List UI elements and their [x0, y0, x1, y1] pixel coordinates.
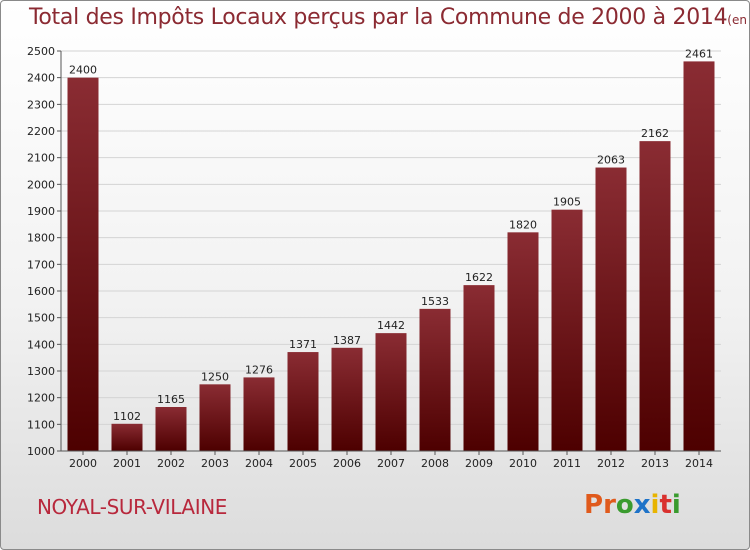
x-tick-label: 2014 — [685, 457, 713, 470]
data-label: 1276 — [245, 363, 273, 376]
title-text: Total des Impôts Locaux perçus par la Co… — [29, 5, 728, 30]
y-tick-label: 1400 — [27, 338, 55, 351]
chart-title: Total des Impôts Locaux perçus par la Co… — [29, 5, 749, 30]
y-tick-label: 1700 — [27, 258, 55, 271]
x-tick-label: 2007 — [377, 457, 405, 470]
x-tick-label: 2006 — [333, 457, 361, 470]
x-tick-label: 2008 — [421, 457, 449, 470]
y-tick-label: 1100 — [27, 418, 55, 431]
x-tick-label: 2010 — [509, 457, 537, 470]
data-label: 1533 — [421, 295, 449, 308]
bar-2000[interactable] — [67, 77, 99, 452]
bar-2007[interactable] — [375, 333, 407, 451]
logo-letter: i — [650, 490, 660, 520]
labels: 1000 1100 1200 1300 1400 1500 1600 1700 1800 1900… — [27, 45, 713, 470]
y-tick-label: 2400 — [27, 72, 55, 85]
bar-2009[interactable] — [463, 285, 495, 451]
bar-2004[interactable] — [243, 377, 275, 451]
data-label: 1250 — [201, 370, 229, 383]
y-tick-label: 2200 — [27, 125, 55, 138]
x-tick-label: 2011 — [553, 457, 581, 470]
bar-2003[interactable] — [199, 384, 231, 451]
bar-2001[interactable] — [111, 423, 143, 451]
data-label: 1622 — [465, 271, 493, 284]
data-label: 1165 — [157, 393, 185, 406]
y-tick-label: 1000 — [27, 445, 55, 458]
data-label: 1387 — [333, 334, 361, 347]
logo-letter: P — [584, 490, 604, 520]
x-tick-label: 2004 — [245, 457, 273, 470]
bar-2014[interactable] — [683, 61, 715, 452]
y-tick-label: 1300 — [27, 365, 55, 378]
bar-2005[interactable] — [287, 352, 319, 451]
data-label: 1820 — [509, 218, 537, 231]
data-label: 1102 — [113, 410, 141, 423]
logo-letter: t — [659, 490, 672, 520]
bar-2010[interactable] — [507, 232, 539, 451]
x-tick-label: 2012 — [597, 457, 625, 470]
y-tick-label: 2000 — [27, 178, 55, 191]
x-tick-label: 2001 — [113, 457, 141, 470]
data-label: 2162 — [641, 127, 669, 140]
data-label: 1371 — [289, 338, 317, 351]
x-tick-label: 2005 — [289, 457, 317, 470]
logo-letter: i — [671, 490, 681, 520]
y-tick-label: 2100 — [27, 152, 55, 165]
data-label: 1442 — [377, 319, 405, 332]
logo-letter: r — [603, 490, 616, 520]
title-unit: (en milliers d'€) — [727, 13, 749, 27]
logo-letter: o — [615, 490, 634, 520]
logo-letter: x — [633, 490, 651, 520]
data-label: 2400 — [69, 64, 97, 77]
x-tick-label: 2009 — [465, 457, 493, 470]
bar-2011[interactable] — [551, 209, 583, 451]
bar-2012[interactable] — [595, 167, 627, 452]
x-tick-label: 2013 — [641, 457, 669, 470]
data-label: 2063 — [597, 154, 625, 167]
bar-2008[interactable] — [419, 308, 451, 451]
y-tick-label: 2300 — [27, 98, 55, 111]
y-tick-label: 1600 — [27, 285, 55, 298]
x-tick-label: 2003 — [201, 457, 229, 470]
y-tick-label: 1800 — [27, 232, 55, 245]
axes — [57, 50, 721, 455]
bar-2006[interactable] — [331, 347, 363, 451]
bars — [67, 61, 715, 452]
commune-name: NOYAL-SUR-VILAINE — [37, 495, 227, 519]
data-label: 1905 — [553, 196, 581, 209]
y-tick-label: 1500 — [27, 312, 55, 325]
proxiti-logo[interactable]: Proxiti — [584, 490, 681, 520]
bar-2013[interactable] — [639, 141, 671, 451]
y-tick-label: 1900 — [27, 205, 55, 218]
x-tick-label: 2000 — [69, 457, 97, 470]
data-label: 2461 — [685, 47, 713, 60]
x-tick-label: 2002 — [157, 457, 185, 470]
bar-2002[interactable] — [155, 407, 187, 451]
y-tick-label: 2500 — [27, 45, 55, 58]
y-tick-label: 1200 — [27, 392, 55, 405]
